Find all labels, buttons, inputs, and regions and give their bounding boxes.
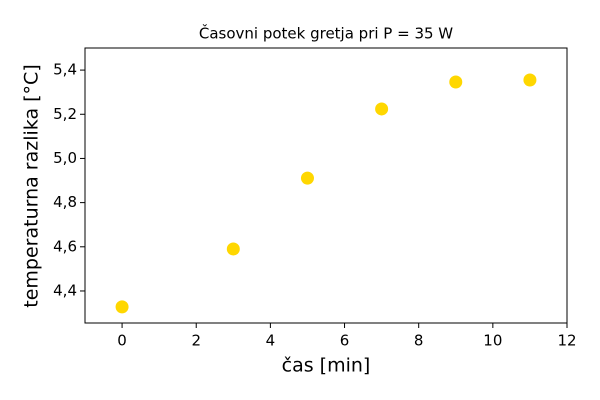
chart-title: Časovni potek gretja pri P = 35 W bbox=[199, 24, 453, 43]
y-tick-label: 5,2 bbox=[53, 105, 77, 123]
point bbox=[523, 73, 537, 87]
y-tick-label: 4,6 bbox=[53, 237, 77, 255]
x-axis-label: čas [min] bbox=[282, 355, 371, 377]
x-tick-label: 12 bbox=[557, 332, 576, 350]
x-tick-label: 2 bbox=[191, 332, 201, 350]
y-axis-label: temperaturna razlika [°C] bbox=[21, 64, 43, 307]
y-tick-label: 4,8 bbox=[53, 193, 77, 211]
y-tick-label: 5,4 bbox=[53, 61, 77, 79]
x-tick-label: 0 bbox=[117, 332, 127, 350]
point bbox=[115, 300, 129, 314]
point bbox=[226, 242, 240, 256]
x-tick-label: 6 bbox=[340, 332, 350, 350]
y-tick-label: 5,0 bbox=[53, 149, 77, 167]
plot-frame bbox=[84, 47, 568, 324]
x-tick-label: 10 bbox=[483, 332, 502, 350]
x-tick-label: 8 bbox=[414, 332, 424, 350]
point bbox=[449, 75, 463, 89]
point bbox=[375, 102, 389, 116]
point bbox=[300, 171, 314, 185]
x-tick-label: 4 bbox=[266, 332, 276, 350]
y-tick-label: 4,4 bbox=[53, 281, 77, 299]
